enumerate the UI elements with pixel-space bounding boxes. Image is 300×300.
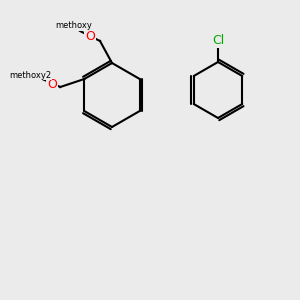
- Text: methoxy: methoxy: [56, 22, 92, 31]
- Text: Cl: Cl: [212, 34, 224, 46]
- Text: O: O: [47, 79, 57, 92]
- Text: methoxy2: methoxy2: [9, 70, 51, 80]
- Text: O: O: [85, 29, 95, 43]
